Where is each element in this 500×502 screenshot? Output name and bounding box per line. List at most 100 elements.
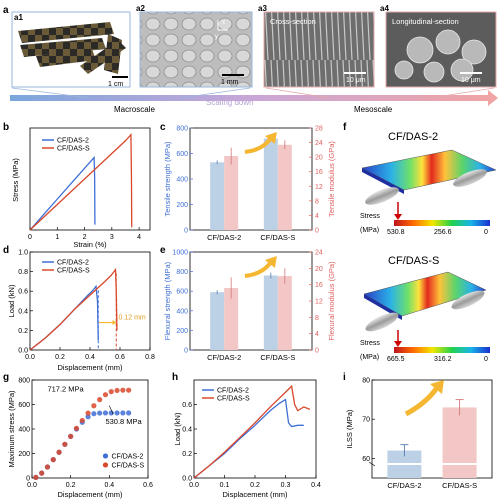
data-point-dass — [33, 474, 39, 480]
y-axis-label: Flexural modulus (GPa) — [327, 261, 336, 341]
macroscale-text: Macroscale — [114, 105, 155, 114]
y-tick-label: 800 — [176, 269, 188, 276]
gap-arrow-head — [112, 320, 117, 326]
y-tick-label: 0 — [184, 228, 188, 235]
y-tick-label: 70 — [362, 417, 370, 424]
y-axis-label: ILSS (MPa) — [345, 409, 354, 448]
panel-b-label: b — [3, 122, 9, 133]
legend-marker — [102, 462, 109, 468]
y-tick-label: 0 — [26, 476, 30, 483]
panel-c-label: c — [160, 122, 166, 133]
data-point-dass — [62, 441, 68, 447]
x-axis-label: Displacement (mm) — [57, 490, 123, 499]
y-tick-label: 0.0 — [18, 348, 28, 355]
category-label: CF/DAS-S — [442, 481, 477, 490]
support-roller — [451, 290, 485, 310]
ilss-bar — [442, 407, 477, 478]
svg-text:y: y — [215, 34, 218, 40]
y-tick-label: 0.4 — [182, 427, 192, 434]
data-point-dass — [97, 397, 103, 403]
support-roller — [365, 312, 399, 332]
a2-scale-text: 1 mm — [221, 79, 239, 86]
y-tick-label: 600 — [176, 289, 188, 296]
data-point-dass — [50, 457, 56, 463]
x-axis-label: Displacement (mm) — [57, 363, 123, 372]
y-tick-label: 800 — [176, 126, 188, 133]
modulus-bar — [277, 276, 292, 350]
category-label: CF/DAS-S — [260, 353, 295, 362]
unit-label-bottom: (MPa) — [360, 354, 379, 361]
data-point-das2 — [97, 410, 103, 416]
y-tick-label: 16 — [315, 282, 323, 289]
a2-scale-bar — [222, 74, 244, 76]
a3-title: Cross-section — [270, 17, 316, 26]
category-label: CF/DAS-2 — [387, 481, 421, 490]
y-axis-label: Load (kN) — [7, 284, 16, 317]
legend-label: CF/DAS-2 — [217, 388, 249, 395]
y-tick-label: 24 — [315, 250, 323, 257]
annotation-leader — [109, 405, 114, 415]
y-tick-label: 80 — [362, 378, 370, 385]
panel-a-label: a — [3, 5, 9, 16]
y-tick-label: 4 — [315, 331, 319, 338]
plot-frame — [29, 127, 151, 231]
panel-a1-label: a1 — [14, 13, 23, 22]
x-tick-label: 0.0 — [27, 482, 37, 489]
panel-d-label: d — [3, 245, 9, 256]
x-tick-label: 0.2 — [66, 482, 76, 489]
data-point-dass — [73, 425, 80, 431]
colorbar-bottom-min: 0 — [484, 356, 488, 363]
plot-frame — [189, 251, 313, 351]
series-line-dass — [193, 384, 311, 479]
y-tick-label: 0.4 — [18, 308, 28, 315]
y-tick-label: 400 — [176, 177, 188, 184]
annotation-max-dass: 717.2 MPa — [47, 385, 84, 394]
x-tick-label: 0 — [28, 234, 32, 241]
panel-a2-label: a2 — [136, 4, 145, 13]
trend-arrow-head — [430, 380, 444, 394]
x-tick-label: 0.0 — [189, 482, 199, 489]
y-tick-label: 0 — [315, 228, 319, 235]
legend-label: CF/DAS-S — [57, 268, 90, 275]
colorbar-top-mid: 256.6 — [434, 229, 452, 236]
data-point-das2 — [126, 410, 132, 416]
fea-top-title: CF/DAS-2 — [388, 131, 438, 143]
y-axis-label: Flexural strength (MPa) — [163, 261, 172, 340]
panel-g-label: g — [3, 372, 9, 383]
chart-e-flexural: 0 200 400 600 800 1000 0 4 8 12 16 20 24 CF/DAS-2 CF/D… — [163, 250, 336, 363]
data-point-das2 — [114, 410, 120, 416]
trend-arrow-head — [264, 256, 277, 268]
panel-a3-label: a3 — [258, 4, 267, 13]
support-roller — [453, 169, 487, 187]
legend-label: CF/DAS-S — [57, 146, 90, 153]
legend-label: CF/DAS-2 — [57, 260, 89, 267]
chart-h-load-displacement: 0.0 0.1 0.2 0.3 0.4 0.0 0.2 0.4 0.6 CF/DAS-2CF/DA… — [173, 379, 321, 499]
data-point-dass — [79, 417, 85, 424]
y-tick-label: 8 — [315, 198, 319, 205]
plot-frame — [189, 127, 313, 231]
a4-title: Longitudinal-section — [392, 17, 459, 26]
data-point-dass — [44, 464, 51, 470]
colorbar-bottom-mid: 316.2 — [434, 356, 452, 363]
y-tick-label: 8 — [315, 315, 319, 322]
x-tick-label: 0.4 — [104, 482, 114, 489]
cfrp-strips-photo — [18, 22, 126, 74]
y-tick-label: 200 — [176, 328, 188, 335]
strength-bar — [263, 138, 278, 230]
y-tick-label: 16 — [315, 169, 323, 176]
x-tick-label: 0.2 — [250, 482, 260, 489]
x-tick-label: 0.2 — [55, 354, 65, 361]
a4-scale-bar — [460, 72, 482, 74]
colorbar-top — [394, 220, 490, 226]
y-tick-label: 600 — [176, 151, 188, 158]
y-tick-label: 28 — [315, 126, 323, 133]
x-tick-label: 0.4 — [311, 482, 321, 489]
data-point-das2 — [108, 410, 114, 416]
category-label: CF/DAS-2 — [207, 353, 241, 362]
y-tick-label: 24 — [315, 140, 323, 147]
data-point-dass — [91, 403, 97, 409]
y-tick-label: 0.6 — [182, 402, 192, 409]
data-point-dass — [39, 470, 45, 476]
panel-i-label: i — [343, 372, 346, 383]
scaling-text: Scaling down — [206, 98, 254, 107]
